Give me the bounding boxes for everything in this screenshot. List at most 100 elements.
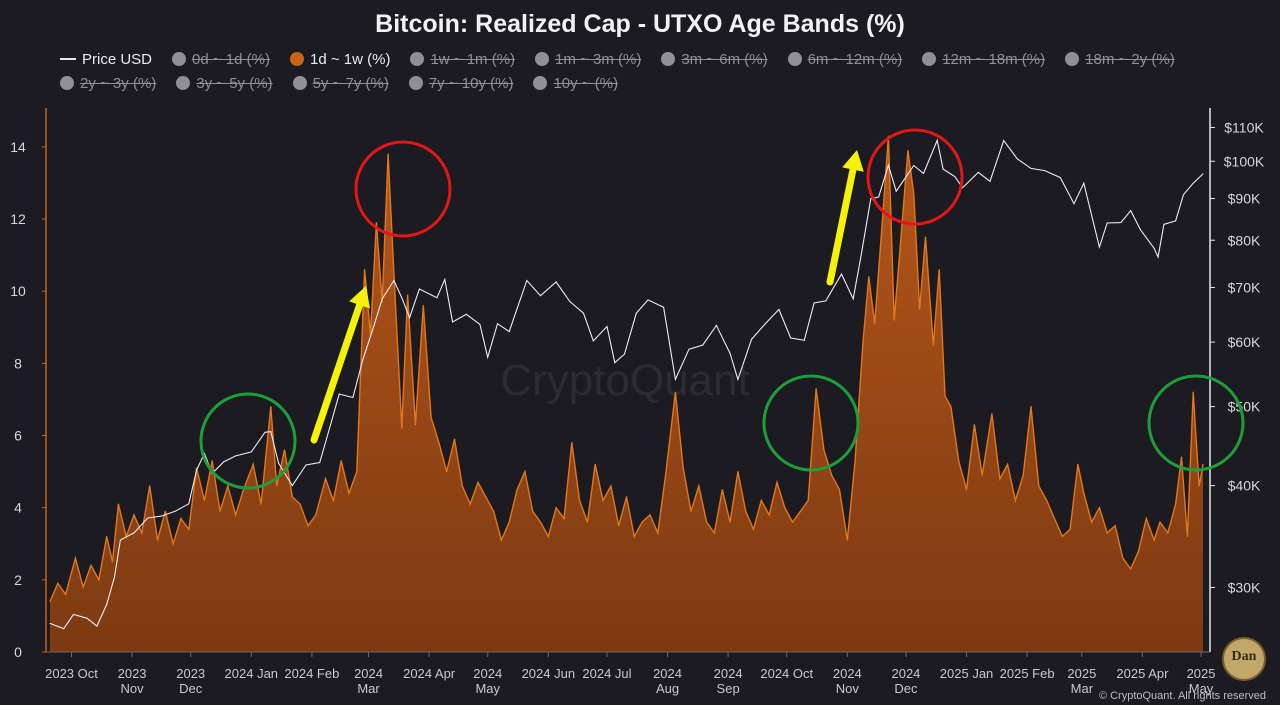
band-data-point bbox=[1122, 557, 1124, 559]
band-data-point bbox=[188, 528, 190, 530]
price-data-point bbox=[223, 461, 225, 463]
price-data-point bbox=[106, 603, 108, 605]
band-data-point bbox=[500, 539, 503, 541]
legend-label: 12m ~ 18m (%) bbox=[942, 50, 1046, 68]
band-data-point bbox=[407, 294, 409, 296]
band-data-point bbox=[111, 561, 114, 563]
band-data-point bbox=[291, 496, 293, 498]
band-data-point bbox=[381, 301, 383, 303]
left-tick-label: 0 bbox=[14, 644, 22, 660]
band-data-point bbox=[721, 489, 723, 491]
x-tick-label: 2023 bbox=[176, 666, 205, 681]
price-data-point bbox=[583, 312, 585, 314]
x-tick-label: 2025 Apr bbox=[1116, 666, 1169, 681]
band-data-point bbox=[1077, 463, 1079, 465]
band-data-point bbox=[260, 503, 262, 505]
legend-item[interactable]: 7y ~ 10y (%) bbox=[408, 74, 513, 92]
price-data-point bbox=[887, 164, 889, 166]
legend-item[interactable]: 2y ~ 3y (%) bbox=[60, 74, 156, 92]
band-data-point bbox=[141, 532, 143, 534]
arrow-shaft bbox=[826, 166, 857, 286]
legend-swatch bbox=[410, 52, 425, 66]
band-data-point bbox=[807, 499, 809, 502]
price-data-point bbox=[895, 190, 897, 192]
right-tick-label: $110K bbox=[1224, 120, 1264, 136]
left-tick-label: 12 bbox=[10, 211, 26, 227]
legend-item[interactable]: 3y ~ 5y (%) bbox=[176, 74, 273, 92]
price-data-point bbox=[1157, 256, 1159, 258]
band-data-point bbox=[868, 276, 870, 278]
price-data-point bbox=[624, 353, 626, 355]
legend-swatch bbox=[289, 52, 304, 66]
price-data-point bbox=[688, 348, 690, 350]
band-data-point bbox=[846, 539, 848, 541]
x-tick-label: Nov bbox=[121, 681, 145, 696]
legend-label: 6m ~ 12m (%) bbox=[807, 50, 903, 68]
band-data-point bbox=[919, 308, 921, 310]
price-data-point bbox=[497, 323, 499, 325]
legend-item[interactable]: 1m ~ 3m (%) bbox=[535, 50, 641, 68]
band-data-point bbox=[690, 510, 692, 512]
right-tick-label: $80K bbox=[1228, 232, 1261, 248]
arrow-head bbox=[842, 150, 864, 172]
band-data-point bbox=[950, 406, 952, 408]
band-data-point bbox=[1069, 528, 1071, 530]
x-tick-label: Sep bbox=[717, 681, 740, 696]
band-data-point bbox=[1091, 521, 1093, 523]
price-data-point bbox=[1044, 170, 1046, 172]
price-data-point bbox=[188, 503, 190, 505]
band-data-point bbox=[981, 474, 983, 476]
price-data-point bbox=[790, 337, 792, 339]
band-data-point bbox=[938, 268, 940, 271]
band-data-point bbox=[219, 510, 221, 512]
annotation-arrow bbox=[310, 286, 371, 444]
price-data-point bbox=[737, 378, 739, 380]
band-data-point bbox=[664, 474, 667, 476]
band-area-line bbox=[49, 135, 1204, 602]
legend-label: 5y ~ 7y (%) bbox=[312, 74, 389, 92]
legend-item[interactable]: 1d ~ 1w (%) bbox=[289, 50, 390, 68]
band-data-point bbox=[881, 218, 884, 220]
legend-label: 18m ~ 2y (%) bbox=[1085, 50, 1175, 68]
x-tick-label: 2023 Oct bbox=[45, 666, 98, 681]
x-tick-label: 2024 bbox=[833, 666, 862, 681]
legend-item[interactable]: 1w ~ 1m (%) bbox=[410, 50, 515, 68]
band-data-point bbox=[117, 503, 119, 505]
legend-item[interactable]: 18m ~ 2y (%) bbox=[1065, 50, 1175, 68]
band-data-point bbox=[1180, 456, 1183, 458]
band-data-point bbox=[1053, 517, 1056, 520]
band-data-point bbox=[784, 507, 786, 509]
legend-item[interactable]: 3m ~ 6m (%) bbox=[661, 50, 768, 68]
band-data-point bbox=[422, 305, 424, 307]
band-data-point bbox=[932, 344, 934, 346]
price-data-point bbox=[606, 326, 608, 328]
legend-item[interactable]: 10y ~ (%) bbox=[533, 74, 618, 92]
price-data-point bbox=[840, 273, 842, 275]
legend-item[interactable]: 5y ~ 7y (%) bbox=[292, 74, 389, 92]
band-data-point bbox=[831, 474, 833, 476]
legend-item[interactable]: Price USD bbox=[60, 50, 152, 68]
x-tick-label: 2024 bbox=[473, 666, 502, 681]
band-data-point bbox=[698, 485, 700, 487]
band-data-point bbox=[1198, 485, 1200, 487]
legend-swatch bbox=[60, 58, 76, 60]
legend-label: 1m ~ 3m (%) bbox=[555, 50, 642, 68]
band-data-point bbox=[893, 319, 895, 321]
price-data-point bbox=[1175, 220, 1177, 222]
legend-swatch bbox=[408, 76, 423, 90]
price-data-point bbox=[113, 576, 115, 578]
legend-item[interactable]: 6m ~ 12m (%) bbox=[787, 50, 903, 68]
price-data-point bbox=[465, 313, 467, 315]
band-data-point bbox=[907, 149, 909, 152]
annotation-circle-green bbox=[1147, 374, 1245, 472]
band-data-point bbox=[547, 535, 549, 538]
band-data-point bbox=[82, 586, 84, 588]
price-data-point bbox=[870, 198, 872, 200]
legend-item[interactable]: 12m ~ 18m (%) bbox=[922, 50, 1045, 68]
price-data-point bbox=[1120, 222, 1122, 224]
legend-item[interactable]: 0d ~ 1d (%) bbox=[172, 50, 270, 68]
left-tick-label: 10 bbox=[10, 283, 26, 299]
price-data-point bbox=[592, 340, 594, 342]
band-data-point bbox=[1022, 474, 1024, 476]
price-data-point bbox=[487, 356, 489, 358]
